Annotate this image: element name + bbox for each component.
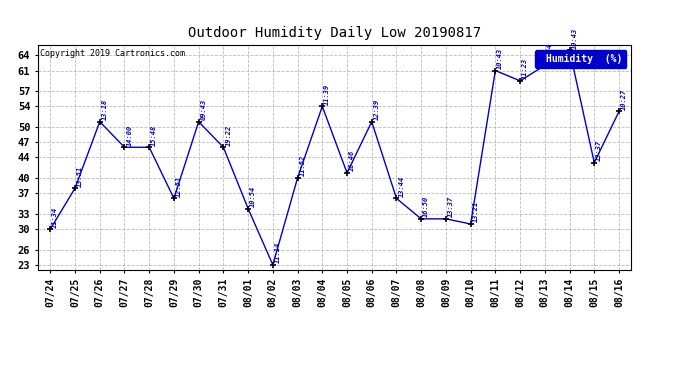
Text: 14:00: 14:00: [126, 124, 132, 146]
Legend: Humidity  (%): Humidity (%): [535, 50, 627, 68]
Text: Copyright 2019 Cartronics.com: Copyright 2019 Cartronics.com: [40, 50, 185, 58]
Title: Outdoor Humidity Daily Low 20190817: Outdoor Humidity Daily Low 20190817: [188, 26, 481, 40]
Text: 16:50: 16:50: [423, 196, 429, 217]
Text: 13:44: 13:44: [398, 176, 404, 197]
Text: 11:34: 11:34: [52, 206, 58, 228]
Text: 11:52: 11:52: [299, 155, 306, 176]
Text: 11:23: 11:23: [522, 58, 528, 79]
Text: 12:39: 12:39: [374, 99, 380, 120]
Text: 13:37: 13:37: [448, 196, 454, 217]
Text: 12:51: 12:51: [176, 176, 182, 197]
Text: 16:46: 16:46: [349, 150, 355, 171]
Text: 10:43: 10:43: [571, 27, 578, 49]
Text: 11:14: 11:14: [275, 242, 281, 263]
Text: 13:51: 13:51: [77, 165, 83, 187]
Text: 13:54: 13:54: [546, 43, 553, 64]
Text: 19:22: 19:22: [226, 124, 231, 146]
Text: 10:27: 10:27: [621, 89, 627, 110]
Text: 11:39: 11:39: [324, 84, 331, 105]
Text: 15:48: 15:48: [151, 124, 157, 146]
Text: 13:21: 13:21: [473, 201, 479, 222]
Text: 13:37: 13:37: [596, 140, 602, 161]
Text: 10:54: 10:54: [250, 186, 256, 207]
Text: 10:43: 10:43: [497, 48, 503, 69]
Text: 13:18: 13:18: [101, 99, 108, 120]
Text: 09:43: 09:43: [201, 99, 206, 120]
